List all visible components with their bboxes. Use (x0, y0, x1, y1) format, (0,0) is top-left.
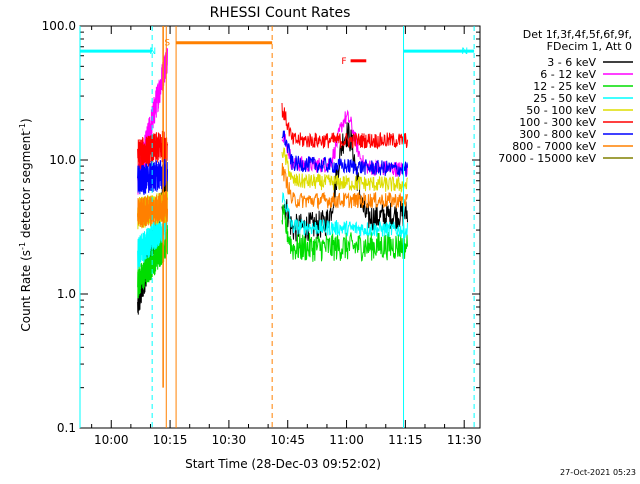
y-tick-label: 1.0 (57, 287, 76, 301)
y-label-part-3: ) (19, 118, 33, 123)
y-tick-label: 0.1 (57, 421, 76, 435)
series-line (281, 162, 408, 211)
legend-header-line-1: Det 1f,3f,4f,5f,6f,9f, (523, 28, 632, 41)
y-label-part-1: Count Rate (s (19, 250, 33, 332)
series-line (281, 122, 408, 242)
marker-label: S (164, 39, 170, 49)
legend-header-line-2: FDecim 1, Att 0 (547, 40, 632, 53)
legend-label: 50 - 100 keV (526, 104, 596, 117)
legend-label: 25 - 50 keV (533, 92, 596, 105)
x-tick-label: 10:30 (212, 433, 247, 447)
series-line (281, 191, 408, 240)
x-tick-label: 11:00 (329, 433, 364, 447)
chart-title: RHESSI Count Rates (210, 5, 351, 21)
y-tick-label: 100.0 (42, 19, 76, 33)
marker-label: N (149, 47, 156, 57)
x-tick-label: 10:45 (270, 433, 305, 447)
series-line (281, 130, 408, 177)
series-line (281, 204, 408, 262)
y-tick-label: 10.0 (49, 153, 76, 167)
x-tick-label: 10:00 (94, 433, 129, 447)
legend-label: 3 - 6 keV (547, 56, 596, 69)
marker-label: F (341, 57, 346, 67)
footer-date: 27-Oct-2021 05:23 (560, 468, 636, 477)
y-axis-label: Count Rate (s-1 detector segment-1) (18, 118, 33, 331)
legend-label: 12 - 25 keV (533, 80, 596, 93)
plot-area: 0.1 1.0 10.0 100.0 10:00 10:15 10:30 10:45 11:00… (42, 19, 482, 447)
series-line (281, 147, 408, 194)
y-label-sup-2: -1 (18, 123, 27, 131)
y-label-sup-1: -1 (18, 242, 27, 250)
legend-label: 800 - 7000 keV (512, 140, 596, 153)
legend-label: 7000 - 15000 keV (498, 152, 596, 165)
marker-label: N (461, 47, 468, 57)
legend: Det 1f,3f,4f,5f,6f,9f, FDecim 1, Att 0 3… (498, 28, 633, 165)
legend-label: 100 - 300 keV (519, 116, 596, 129)
x-tick-label: 10:15 (153, 433, 188, 447)
series-line (281, 102, 408, 150)
legend-label: 300 - 800 keV (519, 128, 596, 141)
x-tick-label: 11:15 (388, 433, 423, 447)
legend-label: 6 - 12 keV (540, 68, 596, 81)
x-tick-label: 11:30 (447, 433, 482, 447)
x-axis-label: Start Time (28-Dec-03 09:52:02) (185, 457, 381, 471)
y-label-part-2: detector segment (19, 131, 33, 242)
